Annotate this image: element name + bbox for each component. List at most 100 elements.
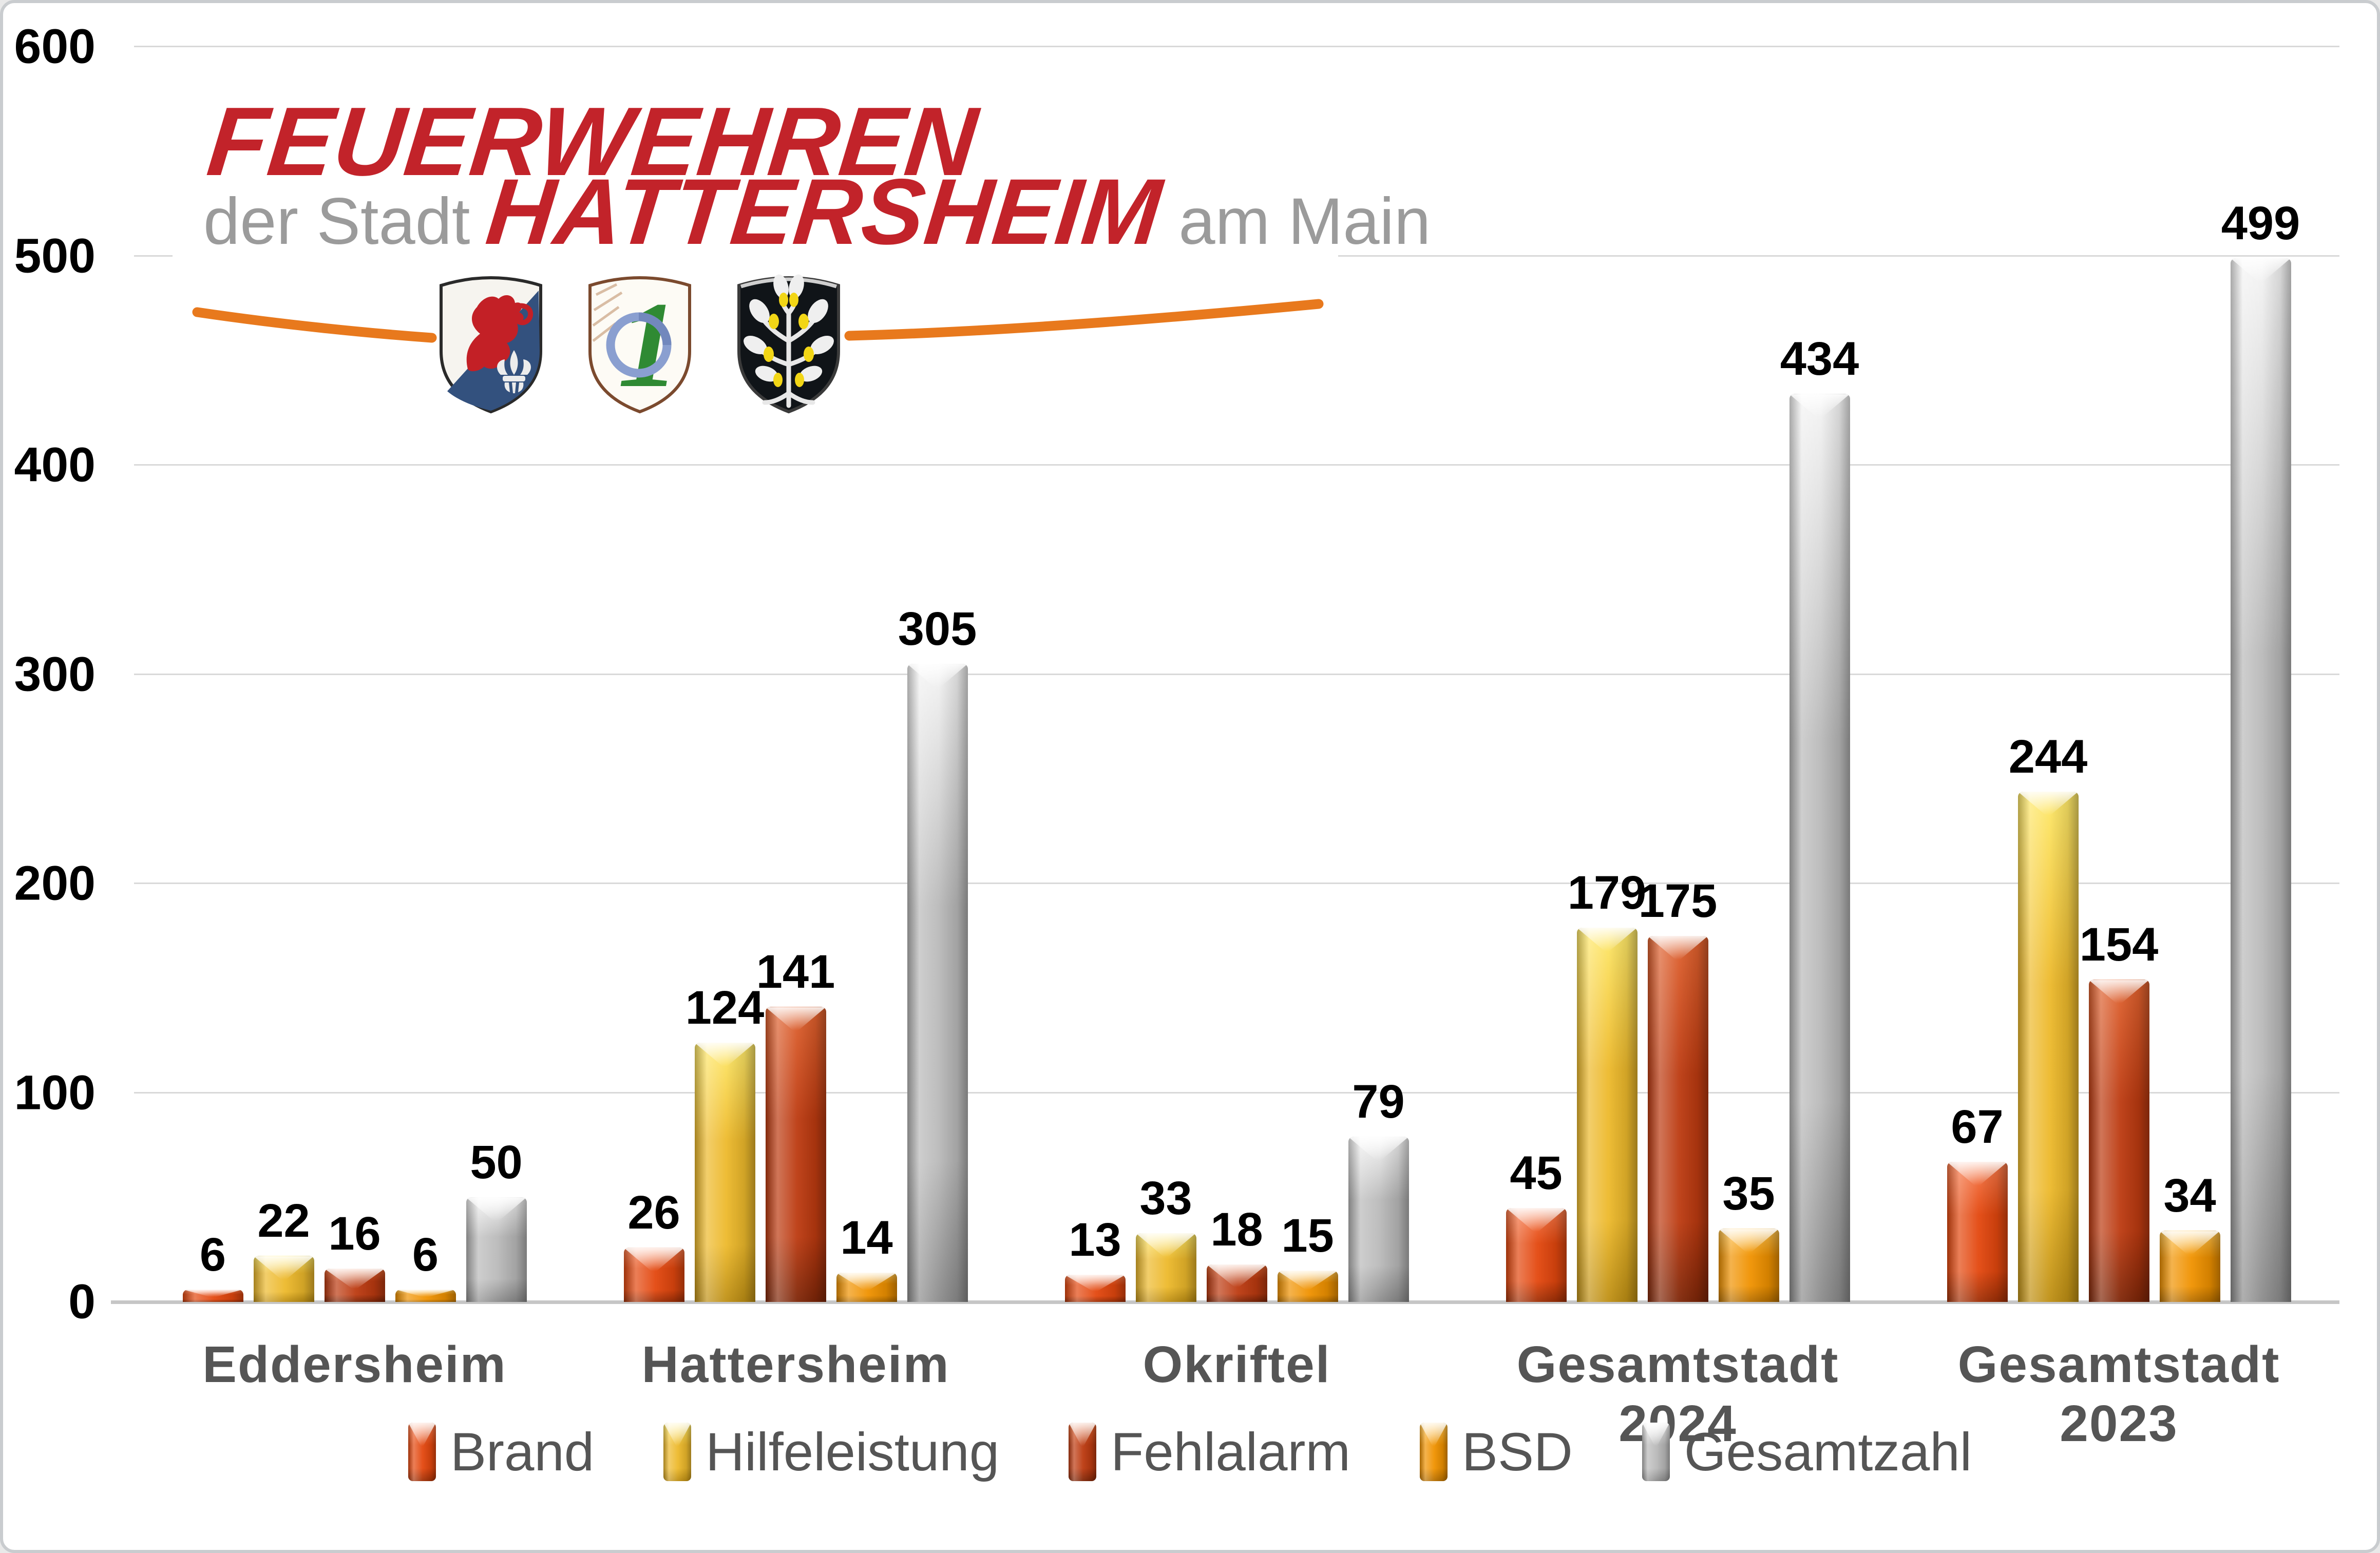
logo-am-main: am Main (1178, 185, 1431, 258)
bar-brand-gesamtstadt-2023: 67 (1947, 1103, 2008, 1302)
value-label: 124 (685, 981, 765, 1034)
legend-label: Brand (450, 1422, 595, 1482)
bar-face (395, 1289, 456, 1302)
bar-groups: 6 22 16 6 50 26 124 141 14 305 13 33 18 15 79 45 179 175 3… (134, 47, 2339, 1302)
value-label: 141 (756, 946, 835, 999)
gridline (134, 46, 2339, 47)
legend-swatch-icon (663, 1423, 692, 1481)
value-label: 26 (627, 1186, 680, 1239)
legend: Brand Hilfeleistung Fehlalarm BSD Gesamtzahl (3, 1423, 2377, 1481)
value-label: 79 (1352, 1076, 1405, 1128)
bar-gesamtzahl-eddersheim: 50 (466, 1139, 527, 1302)
y-axis: 0 100 200 300 400 500 600 (3, 22, 108, 1326)
value-label: 33 (1139, 1172, 1192, 1224)
legend-item-brand: Brand (408, 1423, 594, 1481)
legend-item-hilfeleistung: Hilfeleistung (663, 1423, 999, 1481)
bar-face (1135, 1233, 1196, 1302)
bar-face (1206, 1264, 1267, 1302)
category-label: Okriftel (1143, 1336, 1331, 1393)
okriftel-crest-icon (737, 274, 840, 414)
value-label: 67 (1951, 1100, 2004, 1153)
bar-group-gesamtstadt-2024: 45 179 175 35 434 (1506, 47, 1859, 1302)
y-axis-tick-label: 500 (14, 228, 96, 283)
bar-face (1647, 935, 1708, 1302)
value-label: 179 (1567, 866, 1647, 919)
bar-face (2230, 258, 2291, 1302)
bar-face (2159, 1231, 2220, 1302)
value-label: 50 (470, 1136, 523, 1189)
value-label: 434 (1780, 333, 1859, 386)
bar-hilfeleistung-gesamtstadt-2024: 179 (1568, 869, 1646, 1302)
bar-fehlalarm-gesamtstadt-2023: 154 (2080, 921, 2158, 1302)
value-label: 499 (2221, 197, 2300, 250)
legend-swatch-icon (1642, 1423, 1670, 1481)
bar-gesamtzahl-okriftel: 79 (1348, 1078, 1409, 1302)
legend-label: Fehlalarm (1111, 1422, 1350, 1482)
feuerwehren-hattersheim-logo: FEUERWEHREN der Stadt HATTERSHEIM am Mai… (173, 75, 1431, 424)
crests-group: 1 (440, 274, 840, 414)
orange-swoosh-icon (192, 299, 1324, 343)
legend-swatch-face (1642, 1423, 1670, 1481)
y-axis-tick-label: 600 (14, 19, 96, 74)
value-label: 244 (2008, 730, 2088, 783)
x-axis-line (111, 1300, 2339, 1304)
category-axis: Eddersheim Hattersheim Okriftel Gesamtstadt… (134, 1335, 2339, 1453)
bar-face (182, 1289, 243, 1302)
hattersheim-crest-icon: 1 (588, 276, 691, 414)
bar-group-hattersheim: 26 124 141 14 305 (623, 47, 977, 1302)
bar-gesamtzahl-gesamtstadt-2023: 499 (2221, 200, 2300, 1302)
bar-group-gesamtstadt-2023: 67 244 154 34 499 (1947, 47, 2300, 1302)
y-axis-tick-label: 100 (14, 1065, 96, 1120)
value-label: 6 (412, 1228, 439, 1281)
value-label: 35 (1722, 1167, 1775, 1220)
gridline (134, 464, 2339, 466)
bar-gesamtzahl-gesamtstadt-2024: 434 (1780, 335, 1859, 1302)
bar-fehlalarm-eddersheim: 16 (324, 1210, 385, 1302)
bar-bsd-gesamtstadt-2023: 34 (2159, 1172, 2220, 1302)
category-label: Gesamtstadt 2024 (1516, 1336, 1839, 1452)
bar-face (1718, 1229, 1779, 1302)
value-label: 45 (1510, 1146, 1563, 1199)
bar-hilfeleistung-hattersheim: 124 (686, 984, 764, 1302)
bar-face (324, 1268, 385, 1302)
legend-label: BSD (1461, 1422, 1573, 1482)
bar-face (1789, 394, 1850, 1302)
category-label: Gesamtstadt 2023 (1957, 1336, 2280, 1452)
bar-bsd-hattersheim: 14 (836, 1214, 897, 1302)
value-label: 175 (1638, 874, 1718, 927)
bar-face (2088, 980, 2149, 1302)
logo-hattersheim: HATTERSHEIM (482, 159, 1167, 264)
legend-swatch-face (663, 1423, 692, 1481)
bar-brand-okriftel: 13 (1064, 1216, 1126, 1302)
legend-swatch-face (1069, 1423, 1097, 1481)
value-label: 14 (840, 1211, 893, 1264)
bar-group-okriftel: 13 33 18 15 79 (1064, 47, 1409, 1302)
category-label: Eddersheim (202, 1336, 507, 1393)
bar-face (836, 1272, 897, 1302)
y-axis-tick-label: 400 (14, 437, 96, 492)
legend-swatch-icon (1419, 1423, 1448, 1481)
plot-area: 6 22 16 6 50 26 124 141 14 305 13 33 18 15 79 45 179 175 3… (111, 46, 2339, 1304)
legend-swatch-icon (1069, 1423, 1097, 1481)
legend-label: Hilfeleistung (706, 1422, 1000, 1482)
bar-face (623, 1248, 684, 1302)
bar-face (1506, 1207, 1567, 1302)
value-label: 18 (1210, 1203, 1263, 1256)
bar-face (466, 1197, 527, 1302)
y-axis-tick-label: 300 (14, 647, 96, 701)
y-axis-tick-label: 0 (68, 1274, 96, 1329)
bar-gesamtzahl-hattersheim: 305 (898, 605, 977, 1302)
eddersheim-crest-icon (440, 276, 542, 414)
bar-face (1277, 1270, 1338, 1302)
bar-face (1947, 1161, 2008, 1302)
legend-item-gesamtzahl: Gesamtzahl (1642, 1423, 1972, 1481)
legend-swatch-icon (408, 1423, 436, 1481)
logo-der-stadt: der Stadt (203, 185, 470, 258)
legend-item-bsd: BSD (1419, 1422, 1573, 1482)
value-label: 6 (199, 1228, 226, 1281)
bar-hilfeleistung-okriftel: 33 (1135, 1175, 1196, 1302)
bar-face (1576, 927, 1638, 1302)
bar-face (1348, 1137, 1409, 1302)
y-axis-tick-label: 200 (14, 856, 96, 911)
